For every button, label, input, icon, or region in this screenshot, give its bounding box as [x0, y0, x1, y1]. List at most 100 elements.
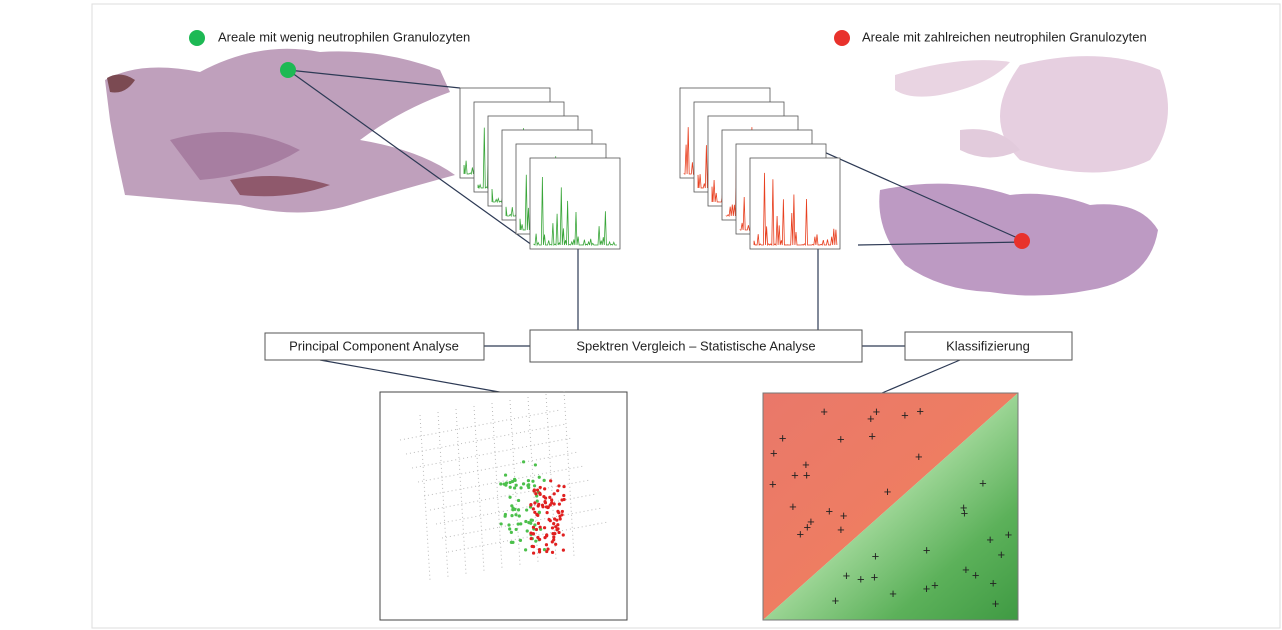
plus-marker: + [972, 568, 980, 583]
pca-point [562, 533, 565, 536]
pca-point [545, 533, 548, 536]
plus-marker: + [840, 508, 848, 523]
plus-marker: + [901, 408, 909, 423]
pca-point [557, 511, 560, 514]
plus-marker: + [769, 477, 777, 492]
pca-point [519, 539, 522, 542]
pca-point [509, 486, 512, 489]
pca-point [543, 500, 546, 503]
box-label: Principal Component Analyse [289, 338, 459, 353]
pca-point [557, 484, 560, 487]
pca-point [543, 487, 546, 490]
plus-marker: + [843, 568, 851, 583]
pca-point [522, 482, 525, 485]
plus-marker: + [832, 593, 840, 608]
plus-marker: + [916, 403, 924, 418]
pca-point [532, 507, 535, 510]
pca-point [515, 484, 518, 487]
pca-point [517, 522, 520, 525]
plus-marker: + [884, 484, 892, 499]
legend-label: Areale mit wenig neutrophilen Granulozyt… [218, 29, 470, 44]
pca-point [555, 519, 558, 522]
pca-point [562, 485, 565, 488]
plus-marker: + [837, 522, 845, 537]
pca-point [546, 547, 549, 550]
pca-point [552, 522, 555, 525]
pca-point [555, 528, 558, 531]
pca-point [554, 525, 557, 528]
sample-dot [280, 62, 296, 78]
plus-marker: + [1005, 527, 1013, 542]
pca-point [514, 513, 517, 516]
pca-point [560, 513, 563, 516]
pca-point [532, 526, 535, 529]
pca-point [517, 508, 520, 511]
pca-point [545, 543, 548, 546]
pca-point [557, 531, 560, 534]
plus-marker: + [803, 468, 811, 483]
pca-point [508, 496, 511, 499]
pca-point [538, 550, 541, 553]
pca-point [562, 549, 565, 552]
pca-point [504, 515, 507, 518]
pca-point [560, 498, 563, 501]
legend-dot [189, 30, 205, 46]
pca-point [535, 528, 538, 531]
pca-point [510, 531, 513, 534]
pca-point [556, 489, 559, 492]
pca-point [508, 527, 511, 530]
pca-point [504, 484, 507, 487]
pca-point [507, 523, 510, 526]
pca-point [549, 479, 552, 482]
pca-point [562, 494, 565, 497]
pca-point [499, 482, 502, 485]
pca-point [534, 463, 537, 466]
pca-point [513, 486, 516, 489]
pca-point [504, 473, 507, 476]
plus-marker: + [779, 430, 787, 445]
pca-point [561, 510, 564, 513]
pca-point [531, 480, 534, 483]
plus-marker: + [923, 581, 931, 596]
pca-point [509, 481, 512, 484]
pca-point [513, 478, 516, 481]
pca-point [558, 503, 561, 506]
pca-point [532, 551, 535, 554]
pca-point [525, 508, 528, 511]
box-label: Klassifizierung [946, 338, 1030, 353]
plus-marker: + [857, 572, 865, 587]
pca-point [551, 551, 554, 554]
pca-point [511, 507, 514, 510]
pca-point [548, 496, 551, 499]
pca-point [522, 460, 525, 463]
legend-dot [834, 30, 850, 46]
pca-point [500, 522, 503, 525]
pca-point [543, 526, 546, 529]
box-label: Spektren Vergleich – Statistische Analys… [576, 338, 815, 353]
plus-marker: + [992, 596, 1000, 611]
pca-point [529, 532, 532, 535]
pca-plot [380, 392, 627, 620]
pca-point [551, 526, 554, 529]
pca-point [510, 514, 513, 517]
plus-marker: + [803, 519, 811, 534]
pca-point [529, 522, 532, 525]
pca-point [546, 511, 549, 514]
pca-point [553, 492, 556, 495]
plus-marker: + [820, 404, 828, 419]
pca-point [529, 503, 532, 506]
pca-point [544, 497, 547, 500]
plus-marker: + [770, 446, 778, 461]
plus-marker: + [960, 500, 968, 515]
pca-point [527, 479, 530, 482]
plus-marker: + [872, 548, 880, 563]
pca-point [550, 499, 553, 502]
plus-marker: + [791, 468, 799, 483]
pca-point [519, 486, 522, 489]
plus-marker: + [986, 532, 994, 547]
legend-label: Areale mit zahlreichen neutrophilen Gran… [862, 29, 1147, 44]
pca-point [534, 492, 537, 495]
pca-point [532, 545, 535, 548]
plus-marker: + [962, 562, 970, 577]
plus-marker: + [871, 570, 879, 585]
